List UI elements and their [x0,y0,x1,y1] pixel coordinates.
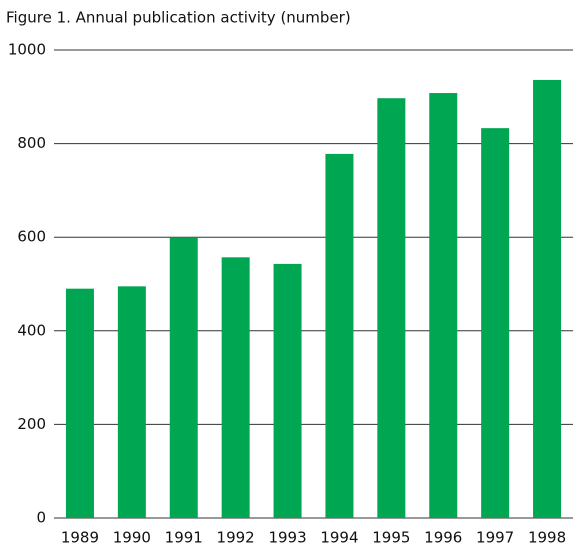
y-tick-label: 1000 [8,41,46,59]
x-tick-label: 1997 [476,529,514,545]
x-tick-label: 1996 [424,529,462,545]
x-tick-label: 1989 [61,529,99,545]
bar [325,153,354,518]
bar [377,98,406,518]
bar [221,257,250,518]
x-tick-label: 1993 [268,529,306,545]
bar [533,79,562,519]
bar [481,128,510,518]
y-tick-label: 600 [17,228,46,246]
bar [429,93,458,518]
x-tick-label: 1995 [372,529,410,545]
x-tick-label: 1998 [528,529,566,545]
bar [65,288,94,518]
x-tick-label: 1991 [165,529,203,545]
y-tick-label: 200 [17,415,46,433]
y-tick-label: 800 [17,134,46,152]
x-tick-label: 1992 [217,529,255,545]
y-tick-label: 0 [36,509,46,527]
x-tick-label: 1990 [113,529,151,545]
bar [117,286,146,518]
x-tick-label: 1994 [320,529,358,545]
y-tick-label: 400 [17,321,46,339]
bar [273,263,302,518]
bar [169,237,198,518]
chart-title: Figure 1. Annual publication activity (n… [6,9,351,27]
